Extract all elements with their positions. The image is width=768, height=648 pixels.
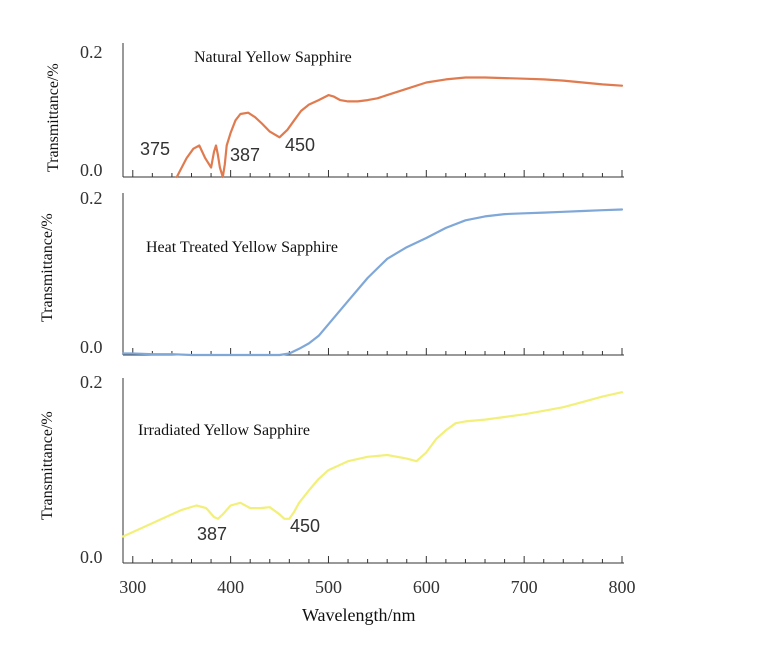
x-tick-label: 700 — [511, 577, 538, 597]
annotation-label: 450 — [290, 516, 320, 536]
annotation-label: 387 — [230, 145, 260, 165]
x-axis: Wavelength/nm — [302, 605, 416, 625]
panel-natural: Natural Yellow Sapphire Transmittance/% … — [45, 42, 352, 180]
annotation-label: 387 — [197, 524, 227, 544]
panel-title: Heat Treated Yellow Sapphire — [146, 239, 338, 256]
y-tick-label-top: 0.2 — [80, 372, 103, 392]
y-tick-label-bottom: 0.0 — [80, 547, 103, 567]
panel-title: Irradiated Yellow Sapphire — [138, 422, 310, 439]
y-tick-label-top: 0.2 — [80, 188, 103, 208]
panel-irradiated: Irradiated Yellow Sapphire Transmittance… — [39, 372, 320, 567]
tick-layer: 300 400 500 600 700 800 — [119, 43, 636, 597]
series-line — [175, 76, 624, 179]
y-axis-label: Transmittance/% — [39, 213, 56, 322]
x-tick-label: 500 — [315, 577, 342, 597]
series-layer — [121, 76, 624, 538]
series-line — [121, 391, 624, 538]
y-tick-label-bottom: 0.0 — [80, 160, 103, 180]
y-tick-label-bottom: 0.0 — [80, 337, 103, 357]
x-tick-label: 400 — [217, 577, 244, 597]
y-axis-label: Transmittance/% — [39, 411, 56, 520]
panel-heat-treated: Heat Treated Yellow Sapphire Transmittan… — [39, 188, 338, 357]
x-tick-label: 800 — [609, 577, 636, 597]
x-tick-label: 600 — [413, 577, 440, 597]
annotation-label: 450 — [285, 135, 315, 155]
y-tick-label-top: 0.2 — [80, 42, 103, 62]
y-axis-label: Transmittance/% — [45, 63, 62, 172]
panel-title: Natural Yellow Sapphire — [194, 49, 352, 66]
annotation-label: 375 — [140, 139, 170, 159]
x-tick-label: 300 — [119, 577, 146, 597]
series-line — [121, 208, 624, 357]
x-axis-label: Wavelength/nm — [302, 605, 416, 625]
